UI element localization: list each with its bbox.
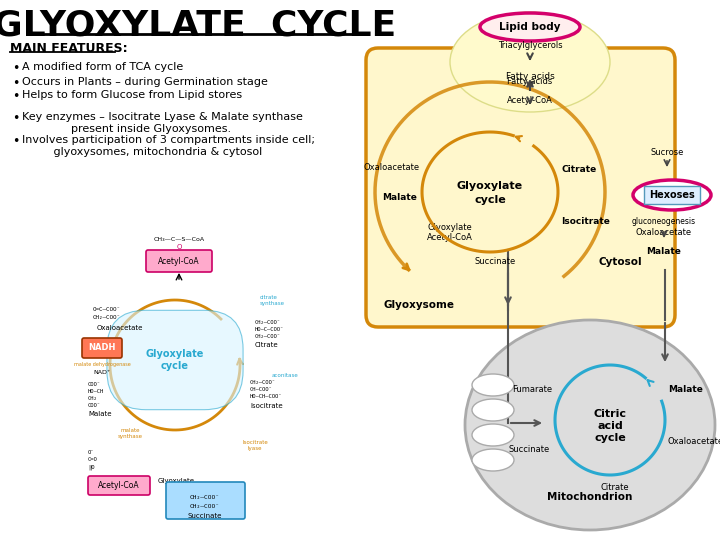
Text: gluconeogenesis: gluconeogenesis: [632, 217, 696, 226]
Text: Malate: Malate: [668, 386, 703, 395]
FancyBboxPatch shape: [82, 338, 122, 358]
Ellipse shape: [450, 12, 610, 112]
Text: Key enzymes – Isocitrate Lyase & Malate synthase
              present inside Gl: Key enzymes – Isocitrate Lyase & Malate …: [22, 112, 303, 133]
Text: A modified form of TCA cycle: A modified form of TCA cycle: [22, 62, 184, 72]
Text: O: O: [176, 244, 181, 250]
Text: C=O: C=O: [88, 457, 98, 462]
Text: Acetyl-CoA: Acetyl-CoA: [98, 481, 140, 490]
Ellipse shape: [472, 424, 514, 446]
Text: HO—CH—COO⁻: HO—CH—COO⁻: [250, 394, 282, 399]
Text: Occurs in Plants – during Germination stage: Occurs in Plants – during Germination st…: [22, 77, 268, 87]
Text: Acetyl-CoA: Acetyl-CoA: [507, 96, 553, 105]
Text: citrate
synthase: citrate synthase: [260, 295, 285, 306]
Text: HO—CH: HO—CH: [88, 389, 104, 394]
Text: Malate: Malate: [382, 192, 417, 201]
Text: Fatty acids: Fatty acids: [508, 77, 553, 86]
Text: O=C—COO⁻: O=C—COO⁻: [93, 307, 121, 312]
Text: O⁻: O⁻: [88, 450, 94, 455]
Text: Triacylglycerols: Triacylglycerols: [498, 40, 562, 50]
Text: CH₂—COO⁻: CH₂—COO⁻: [93, 315, 121, 320]
Text: Involves participation of 3 compartments inside cell;
         glyoxysomes, mito: Involves participation of 3 compartments…: [22, 135, 315, 157]
Text: Fatty acids: Fatty acids: [505, 72, 554, 81]
Text: COO⁻: COO⁻: [88, 382, 101, 387]
Text: Isocitrate: Isocitrate: [250, 403, 283, 409]
Text: Oxaloacetate: Oxaloacetate: [636, 228, 692, 237]
Text: Acetyl-CoA: Acetyl-CoA: [427, 233, 473, 241]
Text: Oxaloacetate: Oxaloacetate: [97, 325, 143, 331]
Text: Glyoxylate: Glyoxylate: [457, 181, 523, 191]
Text: CH₂—COO⁻: CH₂—COO⁻: [255, 334, 281, 339]
Text: Citric: Citric: [593, 409, 626, 419]
Text: NADH: NADH: [89, 343, 116, 353]
Text: •: •: [12, 77, 19, 90]
Text: Succinate: Succinate: [474, 257, 516, 266]
Ellipse shape: [633, 180, 711, 210]
Text: ‖O: ‖O: [88, 464, 94, 469]
Text: COO⁻: COO⁻: [88, 403, 101, 408]
Text: Lipid body: Lipid body: [499, 22, 561, 32]
Text: •: •: [12, 90, 19, 103]
Text: aconitase: aconitase: [272, 373, 299, 378]
Text: Helps to form Glucose from Lipid stores: Helps to form Glucose from Lipid stores: [22, 90, 242, 100]
Text: Malate: Malate: [647, 247, 681, 256]
FancyBboxPatch shape: [166, 482, 245, 519]
Text: cycle: cycle: [474, 195, 506, 205]
FancyBboxPatch shape: [88, 476, 150, 495]
Text: •: •: [12, 62, 19, 75]
Text: Citrate: Citrate: [255, 342, 279, 348]
Text: malate
synthase: malate synthase: [117, 428, 143, 439]
Text: Citrate: Citrate: [600, 483, 629, 492]
Text: Glyoxysome: Glyoxysome: [383, 300, 454, 310]
Text: CH—COO⁻: CH—COO⁻: [250, 387, 273, 392]
Text: acid: acid: [597, 421, 623, 431]
FancyBboxPatch shape: [366, 48, 675, 327]
Text: Hexoses: Hexoses: [649, 190, 695, 200]
Text: CH₂—COO⁻: CH₂—COO⁻: [255, 320, 281, 325]
Ellipse shape: [472, 399, 514, 421]
Text: CH₂—COO⁻: CH₂—COO⁻: [250, 380, 276, 385]
Text: Malate: Malate: [88, 411, 112, 417]
Text: Acetyl-CoA: Acetyl-CoA: [158, 256, 200, 266]
Text: Isocitrate: Isocitrate: [561, 218, 610, 226]
Text: malate dehydrogenase: malate dehydrogenase: [73, 362, 130, 367]
Text: GLYOXYLATE  CYCLE: GLYOXYLATE CYCLE: [0, 8, 397, 42]
Text: •: •: [12, 135, 19, 148]
Text: MAIN FEATURES:: MAIN FEATURES:: [10, 42, 127, 55]
Text: Isocitrate
lyase: Isocitrate lyase: [242, 440, 268, 451]
Text: CH₃—C—S—CoA: CH₃—C—S—CoA: [153, 237, 204, 242]
Text: Cytosol: Cytosol: [598, 257, 642, 267]
Text: •: •: [12, 112, 19, 125]
Ellipse shape: [472, 449, 514, 471]
Ellipse shape: [480, 13, 580, 41]
Text: CH₂—COO⁻: CH₂—COO⁻: [190, 495, 220, 500]
Text: CH₂: CH₂: [88, 396, 98, 401]
Text: Glyoxylate: Glyoxylate: [427, 222, 472, 232]
FancyBboxPatch shape: [146, 250, 212, 272]
FancyBboxPatch shape: [644, 186, 700, 204]
Ellipse shape: [472, 374, 514, 396]
Text: Sucrose: Sucrose: [650, 148, 684, 157]
Text: CH₂—COO⁻: CH₂—COO⁻: [190, 504, 220, 509]
Text: Mitochondrion: Mitochondrion: [547, 492, 633, 502]
Ellipse shape: [465, 320, 715, 530]
Text: Glyoxylate
cycle: Glyoxylate cycle: [146, 349, 204, 371]
Text: Succinate: Succinate: [188, 513, 222, 519]
Text: Citrate: Citrate: [561, 165, 596, 174]
Text: NAD⁺: NAD⁺: [94, 370, 111, 375]
Text: Glyoxylate: Glyoxylate: [158, 478, 195, 484]
Text: cycle: cycle: [594, 433, 626, 443]
Text: Succinate: Succinate: [509, 446, 550, 455]
Text: HO—C—COO⁻: HO—C—COO⁻: [255, 327, 284, 332]
Text: Oxaloacetate: Oxaloacetate: [364, 163, 420, 172]
Text: Fumarate: Fumarate: [512, 386, 552, 395]
Text: Oxaloacetate: Oxaloacetate: [668, 437, 720, 447]
